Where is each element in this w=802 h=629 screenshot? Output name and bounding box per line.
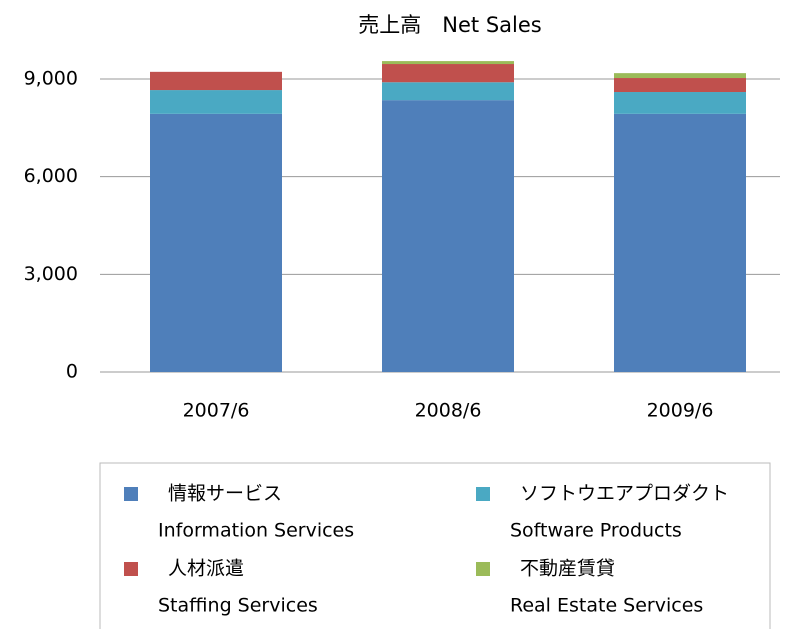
- legend-label-en: Staffing Services: [158, 595, 318, 617]
- bar-segment: [150, 71, 282, 91]
- bar-segment: [614, 113, 746, 372]
- legend-label: 情報サービス: [168, 483, 282, 505]
- legend-label: 不動産賃貸: [520, 558, 615, 580]
- bar-segment: [382, 61, 514, 65]
- bar-segment: [382, 100, 514, 373]
- bar-segment: [150, 90, 282, 114]
- y-tick-label: 9,000: [24, 68, 78, 90]
- y-tick-label: 6,000: [24, 165, 78, 187]
- legend-label: 人材派遣: [168, 558, 244, 580]
- bar-segment: [614, 92, 746, 114]
- x-tick-label: 2009/6: [647, 400, 714, 422]
- x-tick-label: 2007/6: [183, 400, 250, 422]
- legend-label-en: Real Estate Services: [510, 595, 703, 617]
- bar-segment: [614, 78, 746, 93]
- legend-label: ソフトウエアプロダクト: [520, 483, 729, 505]
- bar-segment: [150, 113, 282, 372]
- bar-segment: [382, 82, 514, 101]
- legend-box: [99, 462, 771, 629]
- legend-swatch: [476, 487, 490, 501]
- x-tick-label: 2008/6: [415, 400, 482, 422]
- bar-segment: [382, 64, 514, 83]
- y-tick-label: 3,000: [24, 263, 78, 285]
- bar-segment: [614, 73, 746, 79]
- legend-swatch: [476, 562, 490, 576]
- legend-label-en: Information Services: [158, 520, 354, 542]
- y-tick-label: 0: [66, 361, 78, 383]
- chart-title: 売上高 Net Sales: [358, 13, 541, 37]
- legend-swatch: [124, 487, 138, 501]
- legend-swatch: [124, 562, 138, 576]
- legend-label-en: Software Products: [510, 520, 682, 542]
